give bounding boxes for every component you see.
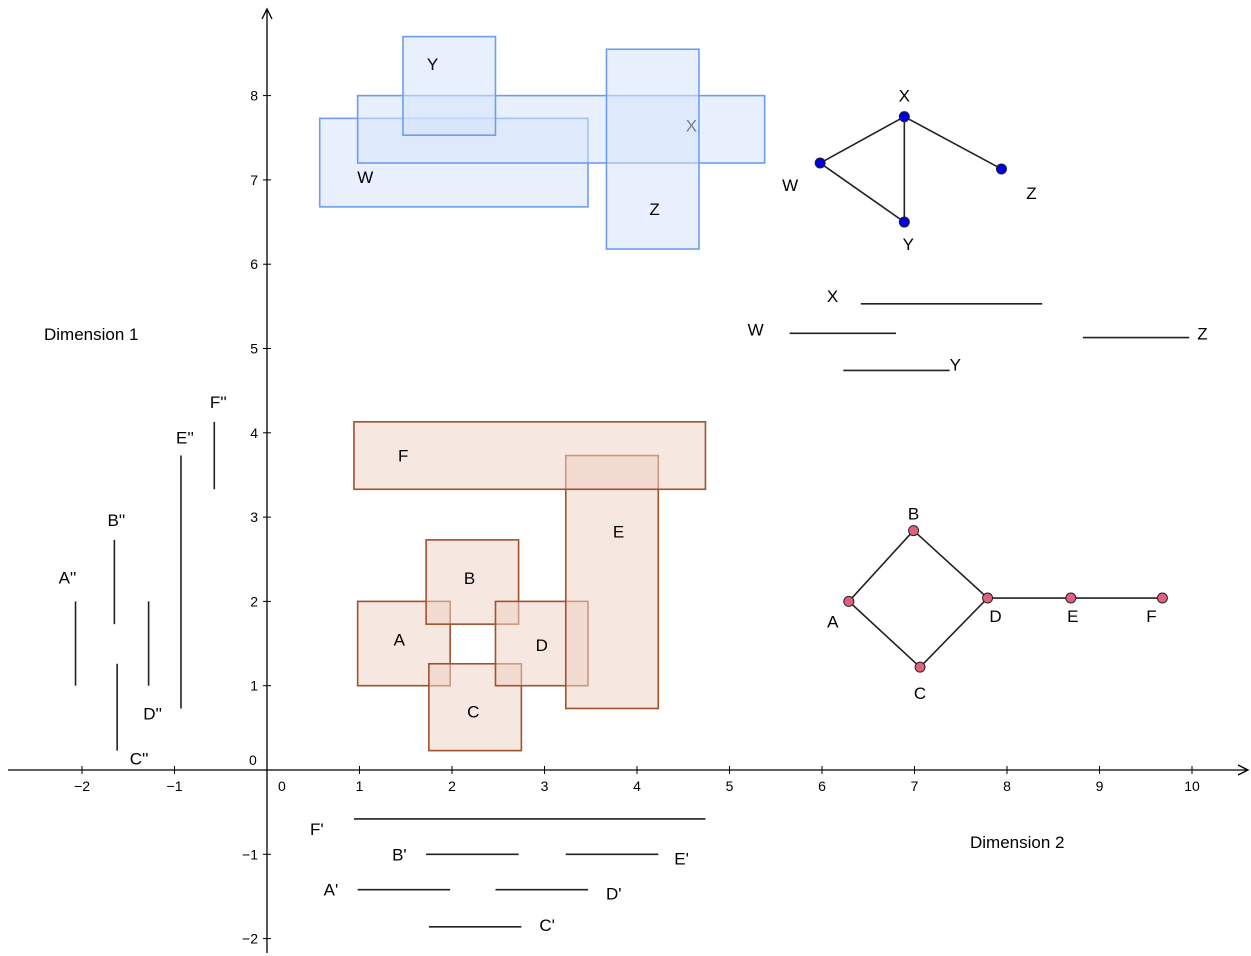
left-segment-label: B'' xyxy=(107,511,125,530)
rect-label-z: Z xyxy=(649,200,659,219)
brown-graph-edge xyxy=(919,597,989,668)
interval-label: X xyxy=(827,287,838,306)
left-segment-label: D'' xyxy=(143,705,162,724)
x-tick-label: 2 xyxy=(448,778,456,794)
rect-y xyxy=(402,35,497,137)
x-tick-label: 10 xyxy=(1184,778,1200,794)
rect-label-f: F xyxy=(398,447,408,466)
blue-graph-vertex-w xyxy=(814,157,826,169)
brown-graph-vertex-label: F xyxy=(1146,607,1156,626)
left-segment-label: E'' xyxy=(176,429,194,448)
brown-graph-vertex-b xyxy=(908,525,920,537)
blue-graph-vertex-y xyxy=(898,216,910,228)
rect-label-b: B xyxy=(464,569,475,588)
y-tick-label: 4 xyxy=(250,425,258,441)
projection-segments: F' B' E' A' D' C' A'' B'' C'' D'' E'' F'' xyxy=(59,393,706,935)
axes: 0 0 xyxy=(8,7,1250,953)
left-segment-label: C'' xyxy=(130,750,149,769)
axis-ticks: −2 −1 1 2 3 4 5 6 7 8 9 10 −2 −1 1 2 3 4 5 6 7 8 xyxy=(74,88,1200,947)
brown-graph-vertex-c xyxy=(914,661,926,673)
bottom-segment-label: D' xyxy=(606,885,622,904)
rect-f xyxy=(353,421,707,491)
x-tick-label: 4 xyxy=(633,778,641,794)
blue-graph-vertex-label: Y xyxy=(903,235,914,254)
blue-graph-vertex-label: W xyxy=(782,176,798,195)
rect-label-d: D xyxy=(536,636,548,655)
y-tick-label: 1 xyxy=(250,678,258,694)
rect-z xyxy=(605,48,700,250)
bottom-segment-label: C' xyxy=(539,916,555,935)
bottom-segment-label: B' xyxy=(392,845,407,864)
brown-graph-vertex-f xyxy=(1156,592,1168,604)
left-segment-label: F'' xyxy=(210,393,227,412)
brown-graph-vertex-label: C xyxy=(914,684,926,703)
y-tick-label: 6 xyxy=(250,256,258,272)
x-tick-label: 3 xyxy=(541,778,549,794)
x-tick-label: 8 xyxy=(1003,778,1011,794)
x-tick-label: 5 xyxy=(726,778,734,794)
rect-e xyxy=(564,454,660,710)
x-tick-label: −1 xyxy=(167,778,183,794)
blue-graph-vertex-label: X xyxy=(899,87,910,106)
x-tick-label: 7 xyxy=(911,778,919,794)
blue-graph-edge xyxy=(819,162,905,223)
brown-graph-vertex-label: D xyxy=(989,607,1001,626)
brown-graph-vertex-label: B xyxy=(908,505,919,524)
blue-graph-vertex-label: Z xyxy=(1026,184,1036,203)
blue-graph-vertex-x xyxy=(898,111,910,123)
interval-label: Y xyxy=(950,355,961,374)
y-axis-title: Dimension 1 xyxy=(44,325,139,344)
rect-label-c: C xyxy=(467,703,479,722)
x-axis-arrow xyxy=(1237,764,1250,776)
rect-label-y: Y xyxy=(427,55,438,74)
brown-graph-vertex-label: E xyxy=(1067,607,1078,626)
y-tick-label: −2 xyxy=(242,931,258,947)
blue-graph-vertex-z xyxy=(995,163,1007,175)
x-tick-label: 1 xyxy=(356,778,364,794)
brown-graph-edge xyxy=(848,600,921,668)
y-tick-label: 3 xyxy=(250,509,258,525)
origin-x-label: 0 xyxy=(278,778,286,794)
interval-label: Z xyxy=(1197,325,1207,344)
bottom-segment-label: A' xyxy=(324,881,339,900)
blue-graph-edge xyxy=(903,115,1002,170)
bottom-segment-label: F' xyxy=(310,820,324,839)
brown-graph-vertex-label: A xyxy=(827,612,839,631)
brown-graph-edge xyxy=(848,530,915,602)
x-tick-label: 6 xyxy=(818,778,826,794)
blue-graph-edge xyxy=(819,115,905,164)
y-tick-label: 2 xyxy=(250,593,258,609)
origin-y-label: 0 xyxy=(249,752,257,768)
blue-interval-segments: X W Z Y xyxy=(748,287,1208,375)
x-tick-label: −2 xyxy=(74,778,90,794)
y-tick-label: 8 xyxy=(250,88,258,104)
y-tick-label: 5 xyxy=(250,341,258,357)
x-axis-title: Dimension 2 xyxy=(970,833,1065,852)
rect-label-e: E xyxy=(613,522,624,541)
x-tick-label: 9 xyxy=(1096,778,1104,794)
brown-graph-edge xyxy=(913,529,989,599)
bottom-segment-label: E' xyxy=(674,849,689,868)
y-tick-label: −1 xyxy=(242,846,258,862)
y-tick-label: 7 xyxy=(250,172,258,188)
brown-graph-vertex-d xyxy=(982,592,994,604)
left-segment-label: A'' xyxy=(59,568,77,587)
rect-label-w: W xyxy=(357,168,373,187)
y-axis-arrow xyxy=(261,7,273,20)
brown-graph-vertex-e xyxy=(1065,592,1077,604)
brown-graph-vertex-a xyxy=(843,595,855,607)
rect-label-a: A xyxy=(394,630,406,649)
brown-rectangles: A B C D E F xyxy=(353,421,707,752)
graphs: A B C D E F W X Y Z xyxy=(782,87,1168,703)
interval-label: W xyxy=(748,320,764,339)
